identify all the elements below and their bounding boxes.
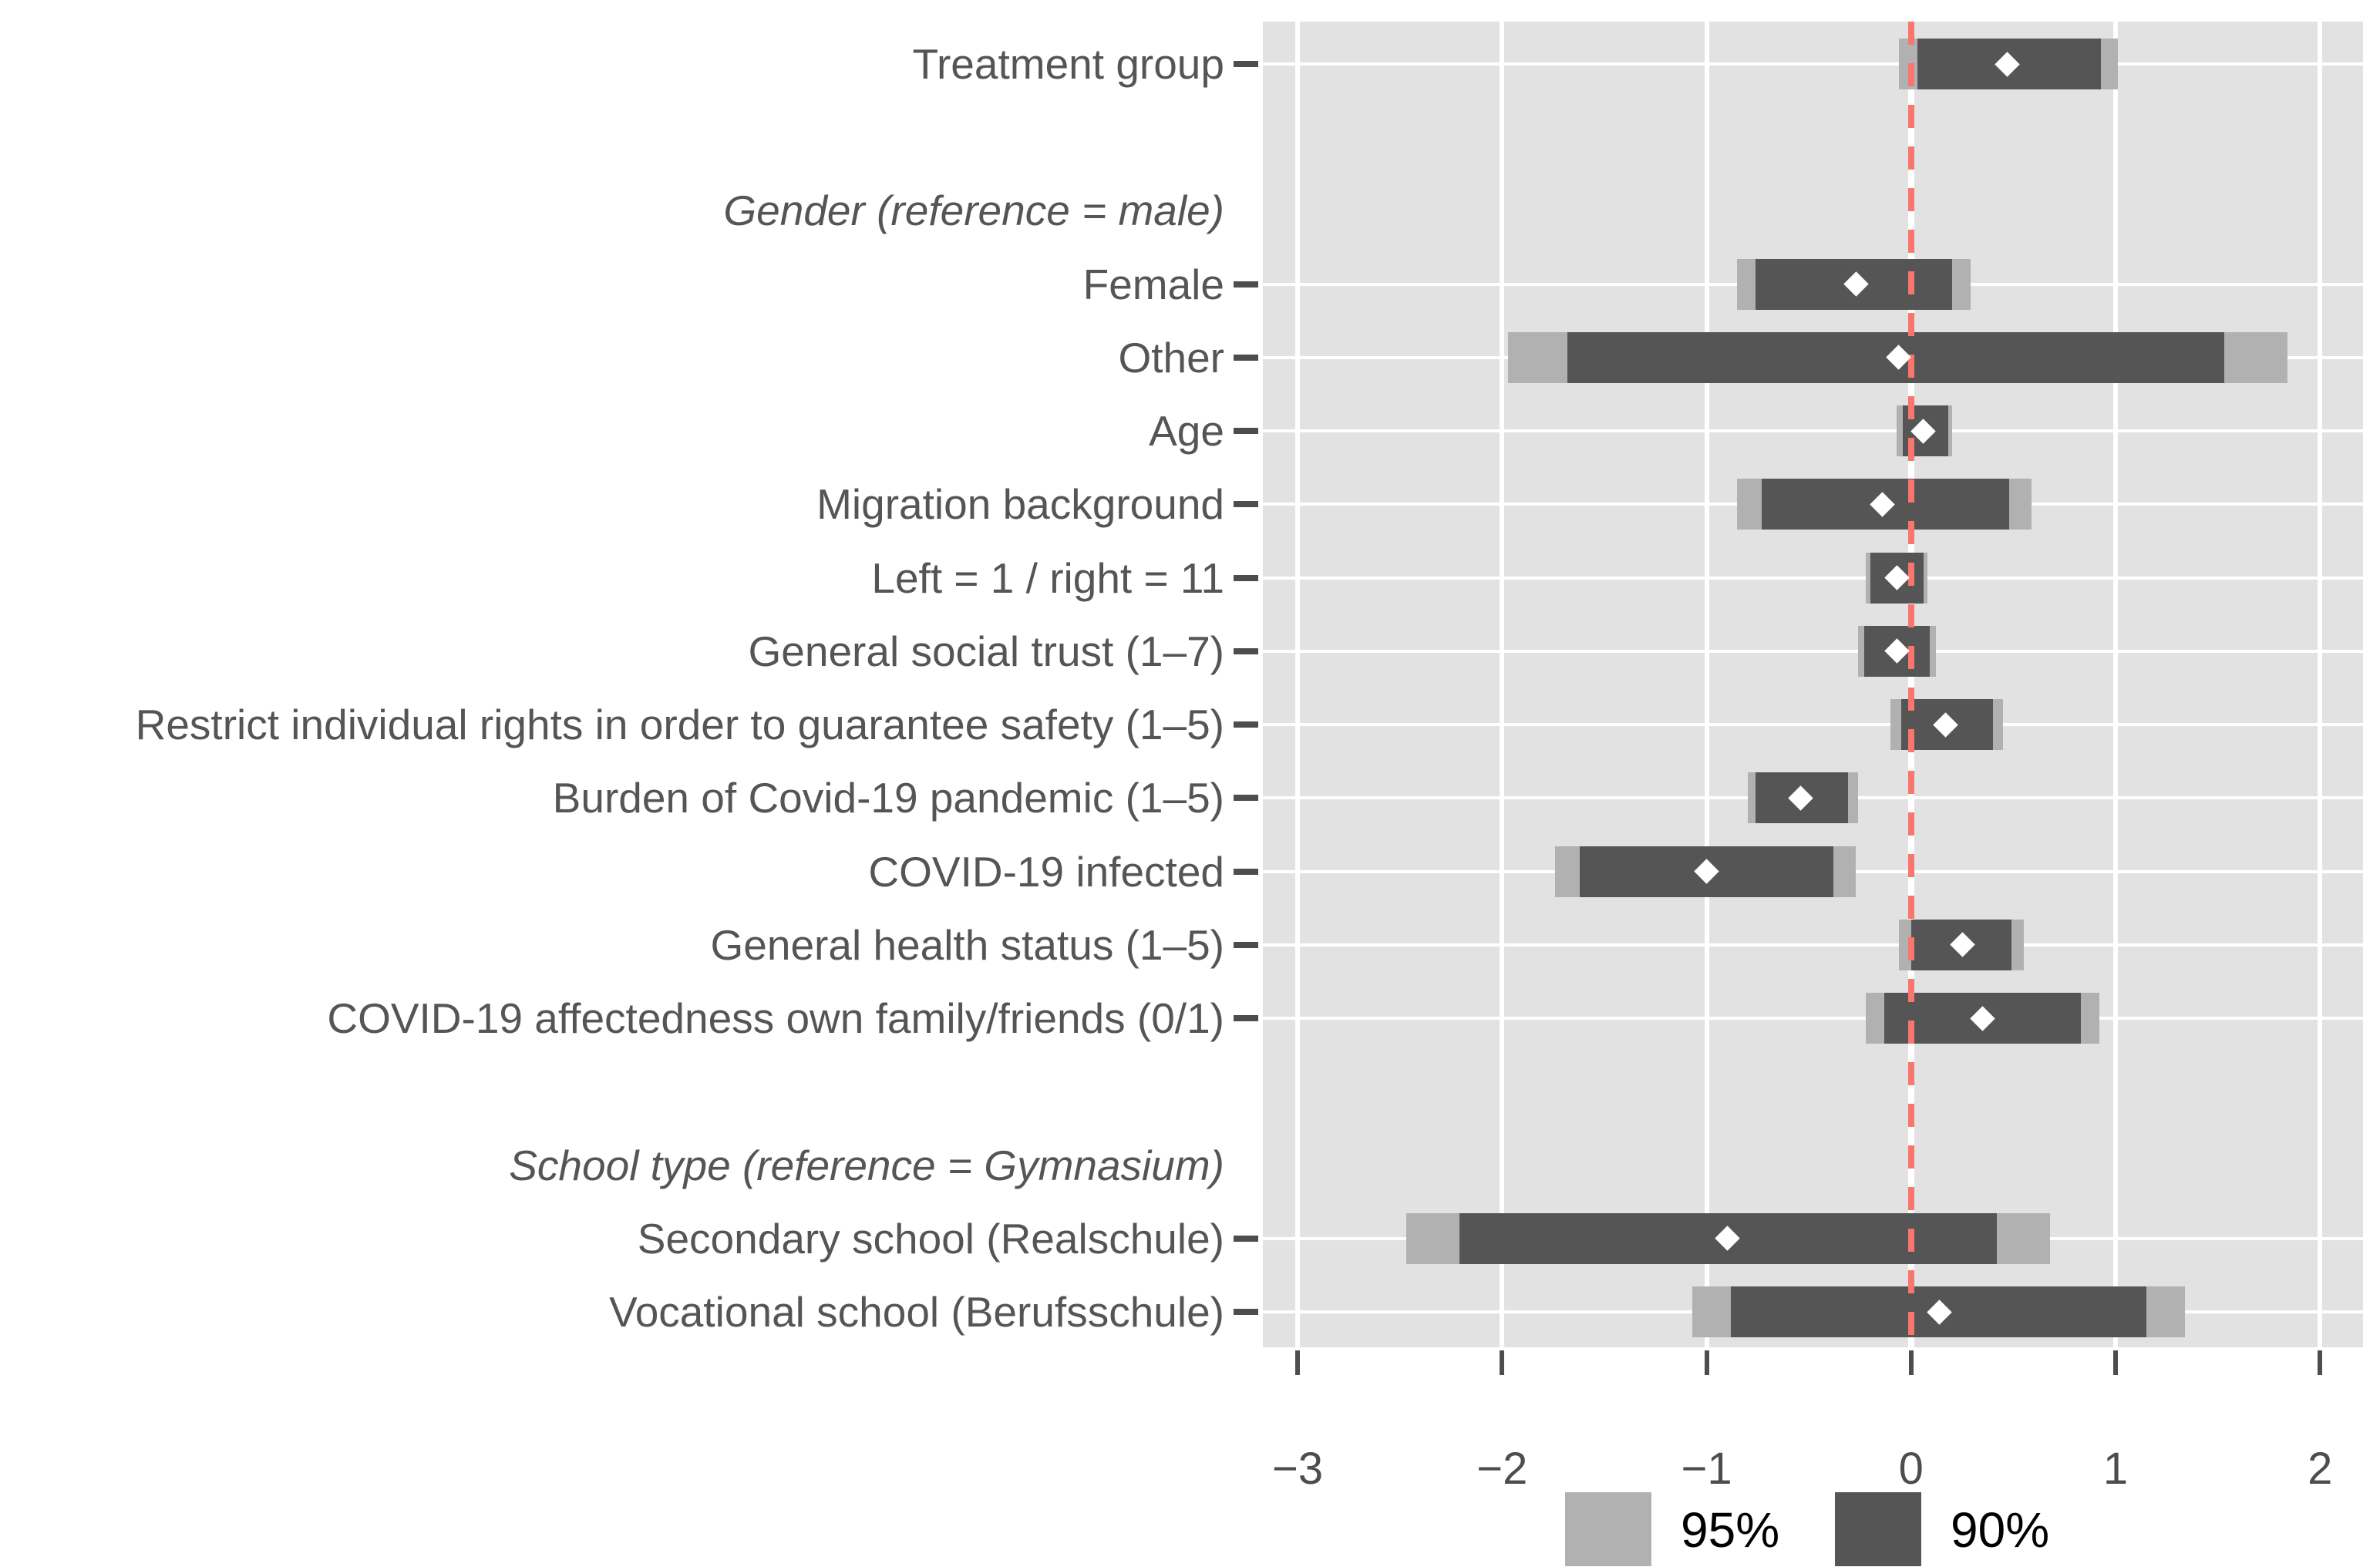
y-gridline <box>1263 649 2363 653</box>
y-axis-category-label: Migration background <box>816 480 1224 529</box>
y-axis-tick <box>1234 61 1258 67</box>
y-axis-category-label: Left = 1 / right = 11 <box>871 553 1224 602</box>
legend-label-95: 95% <box>1681 1502 1780 1558</box>
y-axis-tick <box>1234 1235 1258 1242</box>
y-axis-tick <box>1234 1015 1258 1022</box>
x-axis-tick <box>1908 1350 1914 1375</box>
y-axis-group-header: School type (reference = Gymnasium) <box>509 1141 1224 1189</box>
y-axis-tick <box>1234 647 1258 654</box>
y-axis-category-label: General health status (1–5) <box>710 920 1225 969</box>
y-axis-tick <box>1234 428 1258 435</box>
y-gridline <box>1263 723 2363 727</box>
x-axis-tick-label: 1 <box>2102 1444 2129 1494</box>
x-axis-tick-label: 0 <box>1898 1444 1924 1494</box>
y-gridline <box>1263 62 2363 66</box>
x-axis-tick-label: −3 <box>1272 1444 1324 1494</box>
x-axis-tick <box>1295 1350 1301 1375</box>
legend-label-90: 90% <box>1951 1502 2050 1558</box>
y-axis-tick <box>1234 795 1258 802</box>
x-axis-tick-label: 2 <box>2308 1444 2333 1494</box>
legend-key-95 <box>1565 1492 1651 1566</box>
y-axis-tick <box>1234 501 1258 508</box>
zero-reference-line <box>1907 22 1914 1347</box>
y-axis-tick <box>1234 868 1258 875</box>
y-axis-category-label: Treatment group <box>912 40 1224 88</box>
x-gridline <box>1500 22 1505 1347</box>
x-axis-tick <box>1704 1350 1709 1375</box>
y-axis-tick <box>1234 941 1258 948</box>
y-axis-tick <box>1234 721 1258 728</box>
y-axis-category-label: Restrict individual rights in order to g… <box>135 701 1224 749</box>
y-gridline <box>1263 1017 2363 1021</box>
y-axis-tick <box>1234 354 1258 361</box>
plot-panel <box>1263 22 2363 1347</box>
y-gridline <box>1263 576 2363 580</box>
x-gridline <box>1704 22 1709 1347</box>
y-axis-category-label: General social trust (1–7) <box>748 627 1225 675</box>
x-axis-tick-label: −2 <box>1476 1444 1528 1494</box>
y-axis-tick <box>1234 574 1258 581</box>
y-axis-category-label: Vocational school (Berufsschule) <box>609 1288 1224 1337</box>
y-axis-tick <box>1234 281 1258 288</box>
x-axis-tick <box>2113 1350 2119 1375</box>
x-axis-tick <box>2318 1350 2323 1375</box>
y-gridline <box>1263 429 2363 433</box>
y-axis-category-label: Other <box>1118 333 1224 382</box>
y-axis-category-label: COVID-19 affectedness own family/friends… <box>327 994 1224 1043</box>
y-axis-group-header: Gender (reference = male) <box>723 187 1224 235</box>
y-axis-category-label: Female <box>1082 260 1224 308</box>
x-axis-tick <box>1500 1350 1505 1375</box>
y-axis-category-label: Burden of Covid-19 pandemic (1–5) <box>552 774 1224 822</box>
y-axis-tick <box>1234 1309 1258 1316</box>
x-gridline <box>2113 22 2119 1347</box>
y-axis-category-label: COVID-19 infected <box>868 847 1224 896</box>
y-axis-category-label: Secondary school (Realschule) <box>637 1214 1224 1263</box>
x-axis-tick-label: −1 <box>1681 1444 1732 1494</box>
y-gridline <box>1263 943 2363 947</box>
y-axis-category-label: Age <box>1149 407 1224 456</box>
x-gridline <box>2318 22 2323 1347</box>
x-gridline <box>1295 22 1301 1347</box>
legend-key-90 <box>1835 1492 1921 1566</box>
